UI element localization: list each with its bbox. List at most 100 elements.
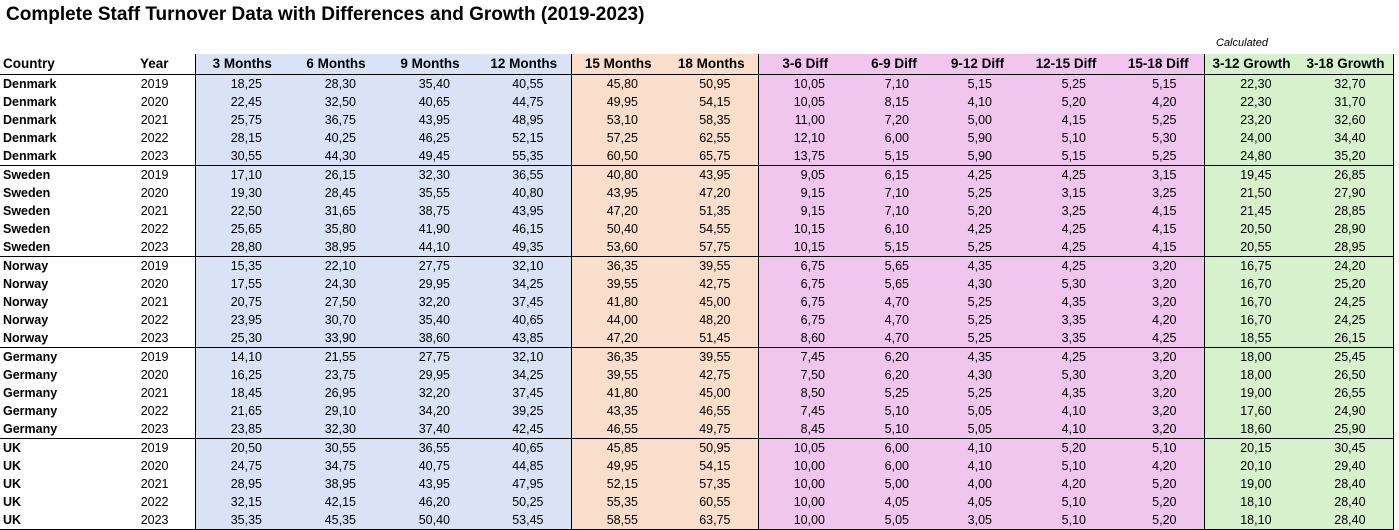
cell-9-months[interactable]: 35,55 <box>383 184 477 202</box>
cell-6-9-diff[interactable]: 4,70 <box>852 311 936 329</box>
cell-3-6-diff[interactable]: 6,75 <box>757 275 852 293</box>
cell-3-18-growth[interactable]: 26,55 <box>1298 384 1394 402</box>
cell-15-18-diff[interactable]: 4,25 <box>1113 329 1204 348</box>
cell-15-18-diff[interactable]: 3,15 <box>1113 165 1204 184</box>
cell-9-months[interactable]: 38,75 <box>383 202 477 220</box>
cell-9-12-diff[interactable]: 5,25 <box>936 184 1019 202</box>
cell-3-6-diff[interactable]: 7,45 <box>757 402 852 420</box>
cell-country[interactable]: UK <box>0 511 94 530</box>
cell-12-15-diff[interactable]: 4,15 <box>1019 111 1113 129</box>
cell-15-18-diff[interactable]: 5,25 <box>1113 147 1204 166</box>
cell-3-months[interactable]: 22,50 <box>194 202 289 220</box>
cell-12-15-diff[interactable]: 4,35 <box>1019 384 1113 402</box>
cell-12-15-diff[interactable]: 4,25 <box>1019 165 1113 184</box>
cell-18-months[interactable]: 39,55 <box>665 347 758 366</box>
cell-3-12-growth[interactable]: 18,00 <box>1203 347 1299 366</box>
cell-9-months[interactable]: 46,20 <box>383 493 477 511</box>
cell-18-months[interactable]: 47,20 <box>665 184 758 202</box>
cell-9-12-diff[interactable]: 5,25 <box>936 329 1019 348</box>
cell-3-18-growth[interactable]: 26,15 <box>1298 329 1394 348</box>
cell-year[interactable]: 2022 <box>140 222 169 236</box>
cell-3-6-diff[interactable]: 10,00 <box>757 457 852 475</box>
cell-12-months[interactable]: 46,15 <box>477 220 571 238</box>
cell-12-months[interactable]: 39,25 <box>477 402 571 420</box>
cell-year[interactable]: 2023 <box>140 149 169 163</box>
cell-6-months[interactable]: 38,95 <box>289 475 383 493</box>
cell-15-months[interactable]: 47,20 <box>570 329 665 348</box>
cell-6-9-diff[interactable]: 7,10 <box>852 74 936 93</box>
cell-18-months[interactable]: 54,55 <box>665 220 758 238</box>
cell-3-6-diff[interactable]: 12,10 <box>757 129 852 147</box>
cell-6-9-diff[interactable]: 7,10 <box>852 184 936 202</box>
cell-18-months[interactable]: 50,95 <box>665 74 758 93</box>
cell-6-9-diff[interactable]: 5,10 <box>852 420 936 439</box>
cell-18-months[interactable]: 43,95 <box>665 165 758 184</box>
cell-18-months[interactable]: 63,75 <box>665 511 758 530</box>
cell-12-15-diff[interactable]: 3,15 <box>1019 184 1113 202</box>
cell-12-15-diff[interactable]: 5,30 <box>1019 366 1113 384</box>
cell-6-9-diff[interactable]: 5,15 <box>852 147 936 166</box>
cell-15-months[interactable]: 40,80 <box>570 165 665 184</box>
cell-3-12-growth[interactable]: 21,50 <box>1203 184 1299 202</box>
cell-15-months[interactable]: 53,10 <box>570 111 665 129</box>
cell-15-18-diff[interactable]: 5,20 <box>1113 511 1204 530</box>
cell-18-months[interactable]: 48,20 <box>665 311 758 329</box>
cell-country[interactable]: Norway <box>3 313 49 327</box>
cell-9-months[interactable]: 27,75 <box>383 256 477 275</box>
cell-15-months[interactable]: 45,80 <box>570 74 665 93</box>
cell-6-months[interactable]: 33,90 <box>289 329 383 348</box>
cell-3-months[interactable]: 30,55 <box>194 147 289 166</box>
cell-3-18-growth[interactable]: 32,70 <box>1298 74 1394 93</box>
cell-year[interactable]: 2021 <box>140 113 169 127</box>
cell-6-9-diff[interactable]: 5,25 <box>852 384 936 402</box>
cell-3-18-growth[interactable]: 32,60 <box>1298 111 1394 129</box>
cell-3-months[interactable]: 18,45 <box>194 384 289 402</box>
cell-15-18-diff[interactable]: 3,20 <box>1113 275 1204 293</box>
cell-3-18-growth[interactable]: 34,40 <box>1298 129 1394 147</box>
cell-3-months[interactable]: 35,35 <box>194 511 289 530</box>
cell-12-months[interactable]: 34,25 <box>477 366 571 384</box>
cell-15-months[interactable]: 39,55 <box>570 275 665 293</box>
cell-12-15-diff[interactable]: 4,10 <box>1019 420 1113 439</box>
cell-6-9-diff[interactable]: 8,15 <box>852 93 936 111</box>
cell-15-months[interactable]: 44,00 <box>570 311 665 329</box>
cell-3-6-diff[interactable]: 8,50 <box>757 384 852 402</box>
cell-3-12-growth[interactable]: 18,10 <box>1203 511 1299 530</box>
cell-9-12-diff[interactable]: 4,10 <box>936 457 1019 475</box>
cell-9-12-diff[interactable]: 5,05 <box>936 402 1019 420</box>
cell-9-12-diff[interactable]: 5,25 <box>936 293 1019 311</box>
cell-12-months[interactable]: 50,25 <box>477 493 571 511</box>
cell-3-12-growth[interactable]: 23,20 <box>1203 111 1299 129</box>
cell-9-12-diff[interactable]: 4,25 <box>936 220 1019 238</box>
cell-15-18-diff[interactable]: 4,15 <box>1113 202 1204 220</box>
cell-15-18-diff[interactable]: 4,20 <box>1113 457 1204 475</box>
cell-3-6-diff[interactable]: 10,05 <box>757 438 852 457</box>
cell-3-18-growth[interactable]: 30,45 <box>1298 438 1394 457</box>
cell-12-months[interactable]: 34,25 <box>477 275 571 293</box>
cell-3-18-growth[interactable]: 24,90 <box>1298 402 1394 420</box>
cell-3-12-growth[interactable]: 24,80 <box>1203 147 1299 166</box>
cell-9-12-diff[interactable]: 5,00 <box>936 111 1019 129</box>
cell-3-18-growth[interactable]: 25,90 <box>1298 420 1394 439</box>
cell-3-12-growth[interactable]: 19,00 <box>1203 475 1299 493</box>
cell-9-12-diff[interactable]: 5,20 <box>936 202 1019 220</box>
cell-3-6-diff[interactable]: 8,45 <box>757 420 852 439</box>
cell-12-months[interactable]: 55,35 <box>477 147 571 166</box>
cell-6-months[interactable]: 38,95 <box>289 238 383 257</box>
cell-3-12-growth[interactable]: 20,15 <box>1203 438 1299 457</box>
cell-9-12-diff[interactable]: 5,05 <box>936 420 1019 439</box>
cell-3-12-growth[interactable]: 19,00 <box>1203 384 1299 402</box>
cell-country[interactable]: UK <box>3 477 22 491</box>
cell-6-months[interactable]: 44,30 <box>289 147 383 166</box>
cell-15-months[interactable]: 41,80 <box>570 384 665 402</box>
header-15-months[interactable]: 15 Months <box>570 54 665 75</box>
cell-year[interactable]: 2022 <box>140 404 169 418</box>
cell-6-9-diff[interactable]: 7,10 <box>852 202 936 220</box>
cell-9-months[interactable]: 29,95 <box>383 366 477 384</box>
cell-15-18-diff[interactable]: 3,20 <box>1113 384 1204 402</box>
cell-country[interactable]: Sweden <box>3 186 51 200</box>
cell-6-months[interactable]: 45,35 <box>289 511 383 530</box>
cell-15-months[interactable]: 45,85 <box>570 438 665 457</box>
cell-9-12-diff[interactable]: 5,25 <box>936 384 1019 402</box>
cell-12-months[interactable]: 36,55 <box>477 165 571 184</box>
